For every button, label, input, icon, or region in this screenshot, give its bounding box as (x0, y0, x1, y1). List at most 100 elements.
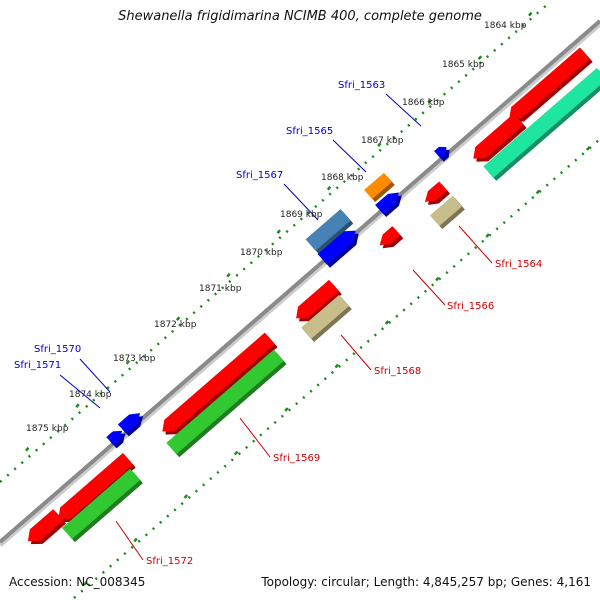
gene-label[interactable]: Sfri_1564 (495, 259, 542, 270)
ruler-major-tick (183, 494, 189, 499)
cds-feature[interactable] (424, 181, 450, 205)
ruler-tick-label: 1864 kbp (484, 21, 527, 31)
gene-labels: Sfri_1563 Sfri_1565 Sfri_1567 Sfri_1570 Sfri… (14, 80, 542, 567)
genes-value: 4,161 (556, 575, 591, 589)
gene-label[interactable]: Sfri_1566 (447, 301, 494, 312)
ruler-major-tick (477, 55, 483, 61)
misc-feature[interactable] (305, 209, 354, 254)
gene-label[interactable]: Sfri_1568 (374, 366, 421, 377)
map-title: Shewanella frigidimarina NCIMB 400, comp… (118, 9, 482, 24)
gene-label[interactable]: Sfri_1572 (146, 556, 193, 567)
inner-ruler (73, 138, 600, 599)
small-feature[interactable] (375, 192, 402, 218)
cds-feature[interactable] (58, 453, 136, 523)
ruler-major-tick (334, 363, 339, 369)
blast-hit[interactable] (483, 68, 600, 181)
topology-label: Topology: (261, 575, 318, 589)
separator: ; (365, 575, 374, 589)
ruler-major-tick (125, 359, 131, 365)
cds-feature[interactable] (379, 226, 404, 249)
inner-ruler-ticks (83, 146, 591, 586)
gene-label-leader (385, 93, 422, 127)
gene-label-leader (115, 520, 144, 561)
cds-feature[interactable] (162, 332, 278, 435)
gene-label[interactable]: Sfri_1570 (34, 344, 81, 355)
length-value: 4,845,257 bp (422, 575, 503, 589)
blast-hit[interactable] (62, 468, 143, 543)
ruler-major-tick (384, 320, 390, 325)
ruler-major-tick (83, 581, 88, 586)
ruler-major-tick (535, 189, 541, 195)
inner-ruler-dotted-line (73, 138, 600, 599)
cds-feature[interactable] (27, 509, 67, 545)
misc-feature[interactable] (364, 172, 395, 203)
ruler-major-tick (233, 450, 239, 456)
gene-label-leader (332, 139, 367, 173)
separator: ; (502, 575, 511, 589)
small-feature[interactable] (434, 146, 450, 162)
outer-ruler-dotted-line (0, 2, 550, 483)
genes-label: Genes: (510, 575, 553, 589)
features-layer (27, 47, 600, 545)
ruler-tick-label: 1867 kbp (361, 136, 404, 146)
ruler-tick-label: 1872 kbp (154, 320, 197, 330)
cds-feature[interactable] (473, 113, 527, 162)
ruler-major-tick (586, 146, 591, 151)
gene-label-leader (79, 358, 111, 393)
small-feature[interactable] (106, 430, 126, 449)
cds-feature[interactable] (509, 47, 593, 122)
ruler-major-tick (75, 403, 80, 409)
ruler-major-tick (25, 446, 30, 452)
gene-label-leader (412, 269, 446, 306)
gene-label-leader (59, 374, 101, 409)
ruler-tick-label: 1870 kbp (240, 248, 283, 258)
ruler-major-tick (284, 407, 289, 412)
label-leaders (59, 93, 493, 561)
gene-label[interactable]: Sfri_1565 (286, 126, 333, 137)
ruler-tick-label: 1869 kbp (280, 210, 323, 220)
ruler-tick-label: 1875 kbp (26, 424, 69, 434)
ruler-major-tick (435, 276, 440, 282)
outer-ruler-ticks (25, 11, 533, 452)
gene-label-leader (239, 417, 271, 458)
ruler-major-tick (485, 233, 490, 238)
ruler-major-tick (226, 272, 231, 278)
ruler-major-tick (528, 11, 533, 17)
gene-label-leader (340, 334, 372, 371)
ruler-tick-label: 1871 kbp (199, 284, 242, 294)
gene-label[interactable]: Sfri_1569 (273, 453, 320, 464)
blast-hit[interactable] (430, 195, 465, 230)
accession-info: Accession: NC_008345 (9, 575, 145, 589)
gene-label-leader (458, 225, 493, 264)
ruler-major-tick (133, 537, 138, 543)
outer-ruler (0, 2, 550, 483)
gene-label[interactable]: Sfri_1571 (14, 360, 61, 371)
small-feature[interactable] (317, 230, 359, 268)
ruler-major-tick (326, 185, 332, 191)
sequence-summary: Topology: circular; Length: 4,845,257 bp… (261, 575, 591, 589)
ruler-tick-label: 1874 kbp (69, 390, 112, 400)
small-feature[interactable] (118, 413, 144, 437)
accession-value: NC_008345 (76, 575, 146, 589)
genome-backbone (0, 19, 600, 544)
ruler-major-tick (377, 142, 382, 148)
ruler-tick-label: 1865 kbp (442, 60, 485, 70)
ruler-major-tick (427, 98, 432, 104)
blast-hit[interactable] (166, 349, 287, 458)
ruler-tick-label: 1866 kbp (402, 98, 445, 108)
gene-label[interactable]: Sfri_1567 (236, 170, 283, 181)
ruler-tick-label: 1868 kbp (321, 173, 364, 183)
blast-hit[interactable] (301, 294, 352, 343)
backbone-shadow (0, 22, 600, 547)
ruler-tick-labels: 1864 kbp 1865 kbp 1866 kbp 1867 kbp 1868 kbp… (26, 21, 527, 434)
length-label: Length: (373, 575, 420, 589)
ruler-major-tick (175, 316, 181, 322)
ruler-major-tick (276, 229, 281, 235)
cds-feature[interactable] (296, 279, 342, 322)
gene-label[interactable]: Sfri_1563 (338, 80, 385, 91)
accession-label: Accession: (9, 575, 73, 589)
topology-value: circular (321, 575, 366, 589)
gene-label-leader (283, 183, 319, 221)
